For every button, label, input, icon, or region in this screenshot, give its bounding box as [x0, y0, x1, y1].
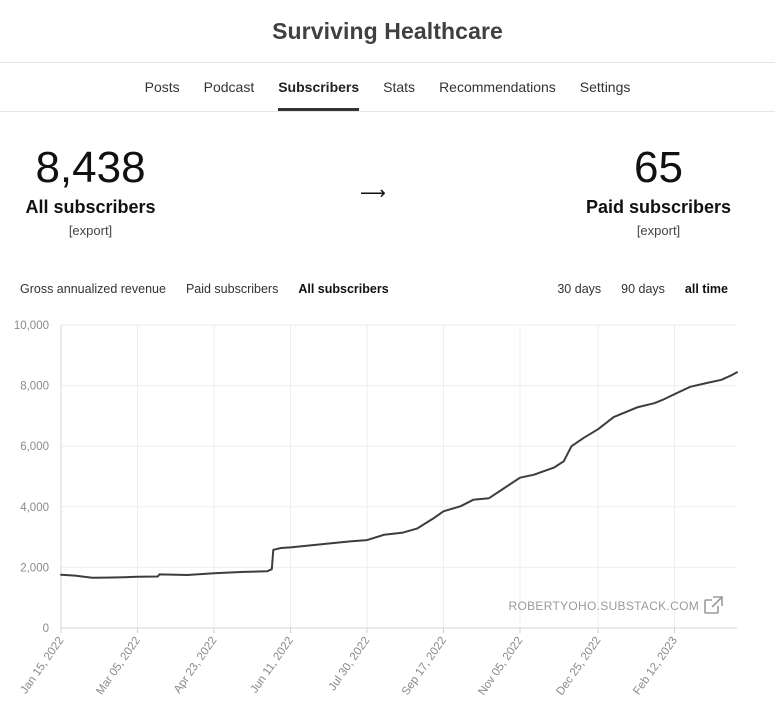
chart-horizontal-gridlines [61, 324, 737, 568]
all-subscribers-series-line [60, 371, 738, 579]
y-tick-label: 8,000 [20, 381, 49, 393]
tab-settings[interactable]: Settings [579, 79, 631, 95]
x-tick-label: Jul 30, 2022 [327, 635, 373, 693]
external-link-icon[interactable] [704, 596, 724, 614]
tab-stats[interactable]: Stats [383, 79, 416, 95]
chart-series-group [60, 371, 738, 579]
x-tick-label: Jan 15, 2022 [18, 635, 66, 696]
export-all-subscribers-link[interactable]: [export] [68, 223, 113, 238]
arrow-right-icon: ⟶ [360, 183, 386, 203]
metric-filter-group: Gross annualized revenue Paid subscriber… [20, 282, 389, 296]
x-tick-label: Apr 23, 2022 [172, 635, 220, 696]
y-tick-label: 4,000 [20, 502, 49, 514]
watermark-text: ROBERTYOHO.SUBSTACK.COM [509, 599, 699, 613]
x-tick-label: Mar 05, 2022 [94, 635, 143, 697]
export-paid-subscribers-link[interactable]: [export] [636, 223, 681, 238]
range-90-days[interactable]: 90 days [621, 282, 665, 296]
all-subscribers-count: 8,438 [35, 143, 146, 192]
x-tick-label: Dec 25, 2022 [554, 635, 603, 698]
nav-divider [0, 111, 775, 112]
x-tick-label: Nov 05, 2022 [476, 635, 525, 698]
x-tick-label: Feb 12, 2023 [631, 635, 680, 697]
all-subscribers-stat: 8,438 All subscribers [export] [18, 142, 163, 238]
filter-paid-subscribers[interactable]: Paid subscribers [185, 282, 279, 296]
subscribers-chart: 10,000 8,000 6,000 4,000 2,000 0 Jan 15, 2022… [14, 320, 738, 698]
range-filter-group: 30 days 90 days all time [557, 282, 728, 296]
chart-vertical-gridlines [60, 325, 676, 628]
y-tick-label: 0 [43, 623, 49, 635]
all-subscribers-label: All subscribers [25, 197, 156, 217]
main-nav: Posts Podcast Subscribers Stats Recommen… [0, 63, 775, 111]
filter-all-subscribers[interactable]: All subscribers [298, 282, 389, 296]
tab-recommendations[interactable]: Recommendations [439, 79, 556, 95]
paid-subscribers-count: 65 [634, 143, 683, 192]
y-axis-tick-labels: 10,000 8,000 6,000 4,000 2,000 0 [14, 320, 49, 635]
y-tick-label: 2,000 [20, 562, 49, 574]
y-tick-label: 10,000 [14, 320, 49, 332]
publication-title: Surviving Healthcare [272, 17, 503, 44]
range-30-days[interactable]: 30 days [557, 282, 602, 296]
x-tick-label: Jun 11, 2022 [248, 635, 295, 696]
tab-podcast[interactable]: Podcast [203, 79, 255, 95]
paid-subscribers-label: Paid subscribers [585, 197, 732, 217]
filter-gross-annualized-revenue[interactable]: Gross annualized revenue [20, 282, 166, 296]
chart-axes [60, 325, 737, 633]
x-axis-tick-labels: Jan 15, 2022 Mar 05, 2022 Apr 23, 2022 Jun … [18, 635, 680, 698]
paid-subscribers-stat: 65 Paid subscribers [export] [580, 142, 737, 238]
tab-subscribers[interactable]: Subscribers [278, 63, 359, 111]
x-tick-label: Sep 17, 2022 [400, 635, 449, 698]
header-divider [0, 62, 775, 63]
tab-posts[interactable]: Posts [144, 79, 180, 95]
y-tick-label: 6,000 [20, 441, 49, 453]
range-all-time[interactable]: all time [684, 282, 728, 296]
